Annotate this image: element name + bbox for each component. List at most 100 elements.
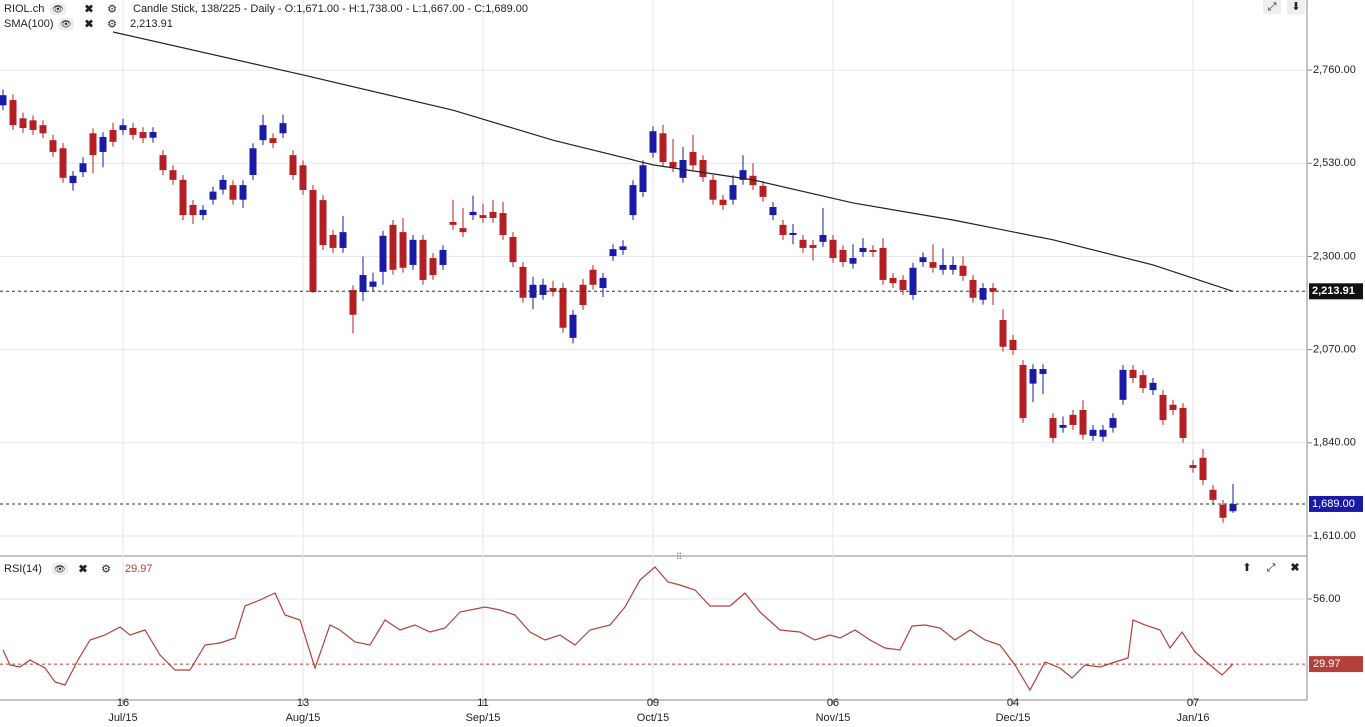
candle-body (529, 284, 537, 298)
candle-body (249, 148, 257, 176)
candle-body (429, 258, 437, 276)
candle-body (129, 128, 137, 135)
candle-body (899, 279, 907, 291)
candle-body (859, 247, 867, 252)
candle-body (59, 148, 67, 178)
candle-body (1069, 414, 1077, 425)
candle-body (299, 165, 307, 190)
candle-body (239, 185, 247, 200)
header-icons: 👁 ✖ ⚙ 👁 ✖ ⚙ 👁 ✖ ⚙ ⤢ ⬇ ⬆ ⤢ ✖ (50, 0, 1305, 575)
candle-body (1179, 407, 1187, 438)
eye-button[interactable] (52, 563, 68, 575)
candle-body (1139, 375, 1147, 389)
candle-body (89, 133, 97, 156)
sma-line (112, 31, 1234, 292)
candle-body (1009, 339, 1017, 351)
candle-body (889, 277, 897, 284)
candle-body (539, 284, 547, 295)
candle-body (1159, 394, 1167, 421)
move-down-icon: ⬇ (1291, 1, 1300, 13)
eye-button[interactable] (58, 18, 74, 30)
candle-body (579, 284, 587, 306)
candle-body (339, 232, 347, 248)
candle-body (669, 162, 677, 168)
x-tick-label: 06 (827, 697, 839, 709)
candle-body (349, 290, 357, 315)
candle-body (1189, 465, 1197, 468)
candle-body (109, 130, 117, 142)
candle-body (1019, 365, 1027, 419)
eye-icon: 👁 (60, 19, 71, 29)
candle-body (639, 165, 647, 193)
candle-body (819, 234, 827, 242)
close-icon[interactable]: ✖ (1290, 562, 1299, 574)
x-tick-label: 07 (1187, 697, 1199, 709)
x-tick-month: Oct/15 (637, 712, 669, 724)
sma-tag-label: 2,213.91 (1312, 285, 1355, 297)
candle-body (599, 277, 607, 289)
candle-body (219, 179, 227, 190)
candle-body (759, 185, 767, 197)
eye-button[interactable] (50, 3, 66, 15)
candle-body (1149, 382, 1157, 391)
candle-body (809, 245, 817, 248)
maximize-button[interactable] (1263, 0, 1281, 14)
candle-body (409, 239, 417, 265)
settings-icon[interactable]: ⚙ (107, 3, 117, 15)
candle-body (1219, 504, 1227, 518)
candle-body (569, 314, 577, 338)
price-tag-label: 1,689.00 (1312, 498, 1355, 510)
x-tick-label: 11 (477, 697, 488, 709)
x-tick-month: Nov/15 (816, 712, 851, 724)
move-down-button[interactable] (1287, 0, 1305, 14)
candle-body (619, 246, 627, 250)
candle-body (1229, 503, 1237, 512)
y-tick-label: 2,760.00 (1313, 64, 1356, 76)
candle-body (1199, 457, 1207, 481)
move-up-icon[interactable]: ⬆ (1242, 562, 1251, 574)
close-icon[interactable]: ✖ (84, 3, 93, 15)
candle-body (719, 199, 727, 205)
candle-body (979, 288, 987, 300)
resize-handle[interactable]: ⠿ (676, 551, 683, 561)
candle-body (169, 170, 177, 180)
candle-body (509, 236, 517, 263)
overlay-name: SMA(100) (4, 18, 54, 30)
candle-body (489, 211, 497, 218)
candle-body (1039, 369, 1047, 374)
candle-body (359, 275, 367, 293)
candle-body (9, 100, 17, 126)
candle-body (929, 262, 937, 268)
x-tick-label: 13 (297, 697, 309, 709)
candle-body (119, 125, 127, 131)
maximize-icon[interactable]: ⤢ (1267, 562, 1276, 574)
x-tick-month: Dec/15 (996, 712, 1031, 724)
candle-body (919, 257, 927, 263)
y-tick-label: 2,530.00 (1313, 157, 1356, 169)
settings-icon[interactable]: ⚙ (107, 18, 117, 30)
candle-body (469, 211, 477, 216)
candle-body (189, 204, 197, 216)
candle-body (949, 264, 957, 270)
candle-body (989, 288, 997, 292)
y-tick-label: 56.00 (1313, 593, 1341, 605)
candle-body (449, 222, 457, 225)
y-tick-label: 2,300.00 (1313, 250, 1356, 262)
candle-body (199, 209, 207, 216)
x-tick-label: 09 (647, 697, 659, 709)
settings-icon[interactable]: ⚙ (101, 563, 111, 575)
x-tick-month: Jan/16 (1176, 712, 1209, 724)
candle-body (739, 170, 747, 180)
rsi-tag (1309, 656, 1363, 673)
candle-body (849, 258, 857, 264)
chart-subtitle: Candle Stick, 138/225 - Daily - O:1,671.… (133, 3, 528, 15)
close-icon[interactable]: ✖ (78, 563, 87, 575)
candle-body (1099, 429, 1107, 437)
candle-body (1209, 489, 1217, 500)
candle-body (319, 200, 327, 246)
candle-body (159, 155, 167, 171)
close-icon[interactable]: ✖ (84, 18, 93, 30)
x-tick-month: Sep/15 (466, 712, 501, 724)
